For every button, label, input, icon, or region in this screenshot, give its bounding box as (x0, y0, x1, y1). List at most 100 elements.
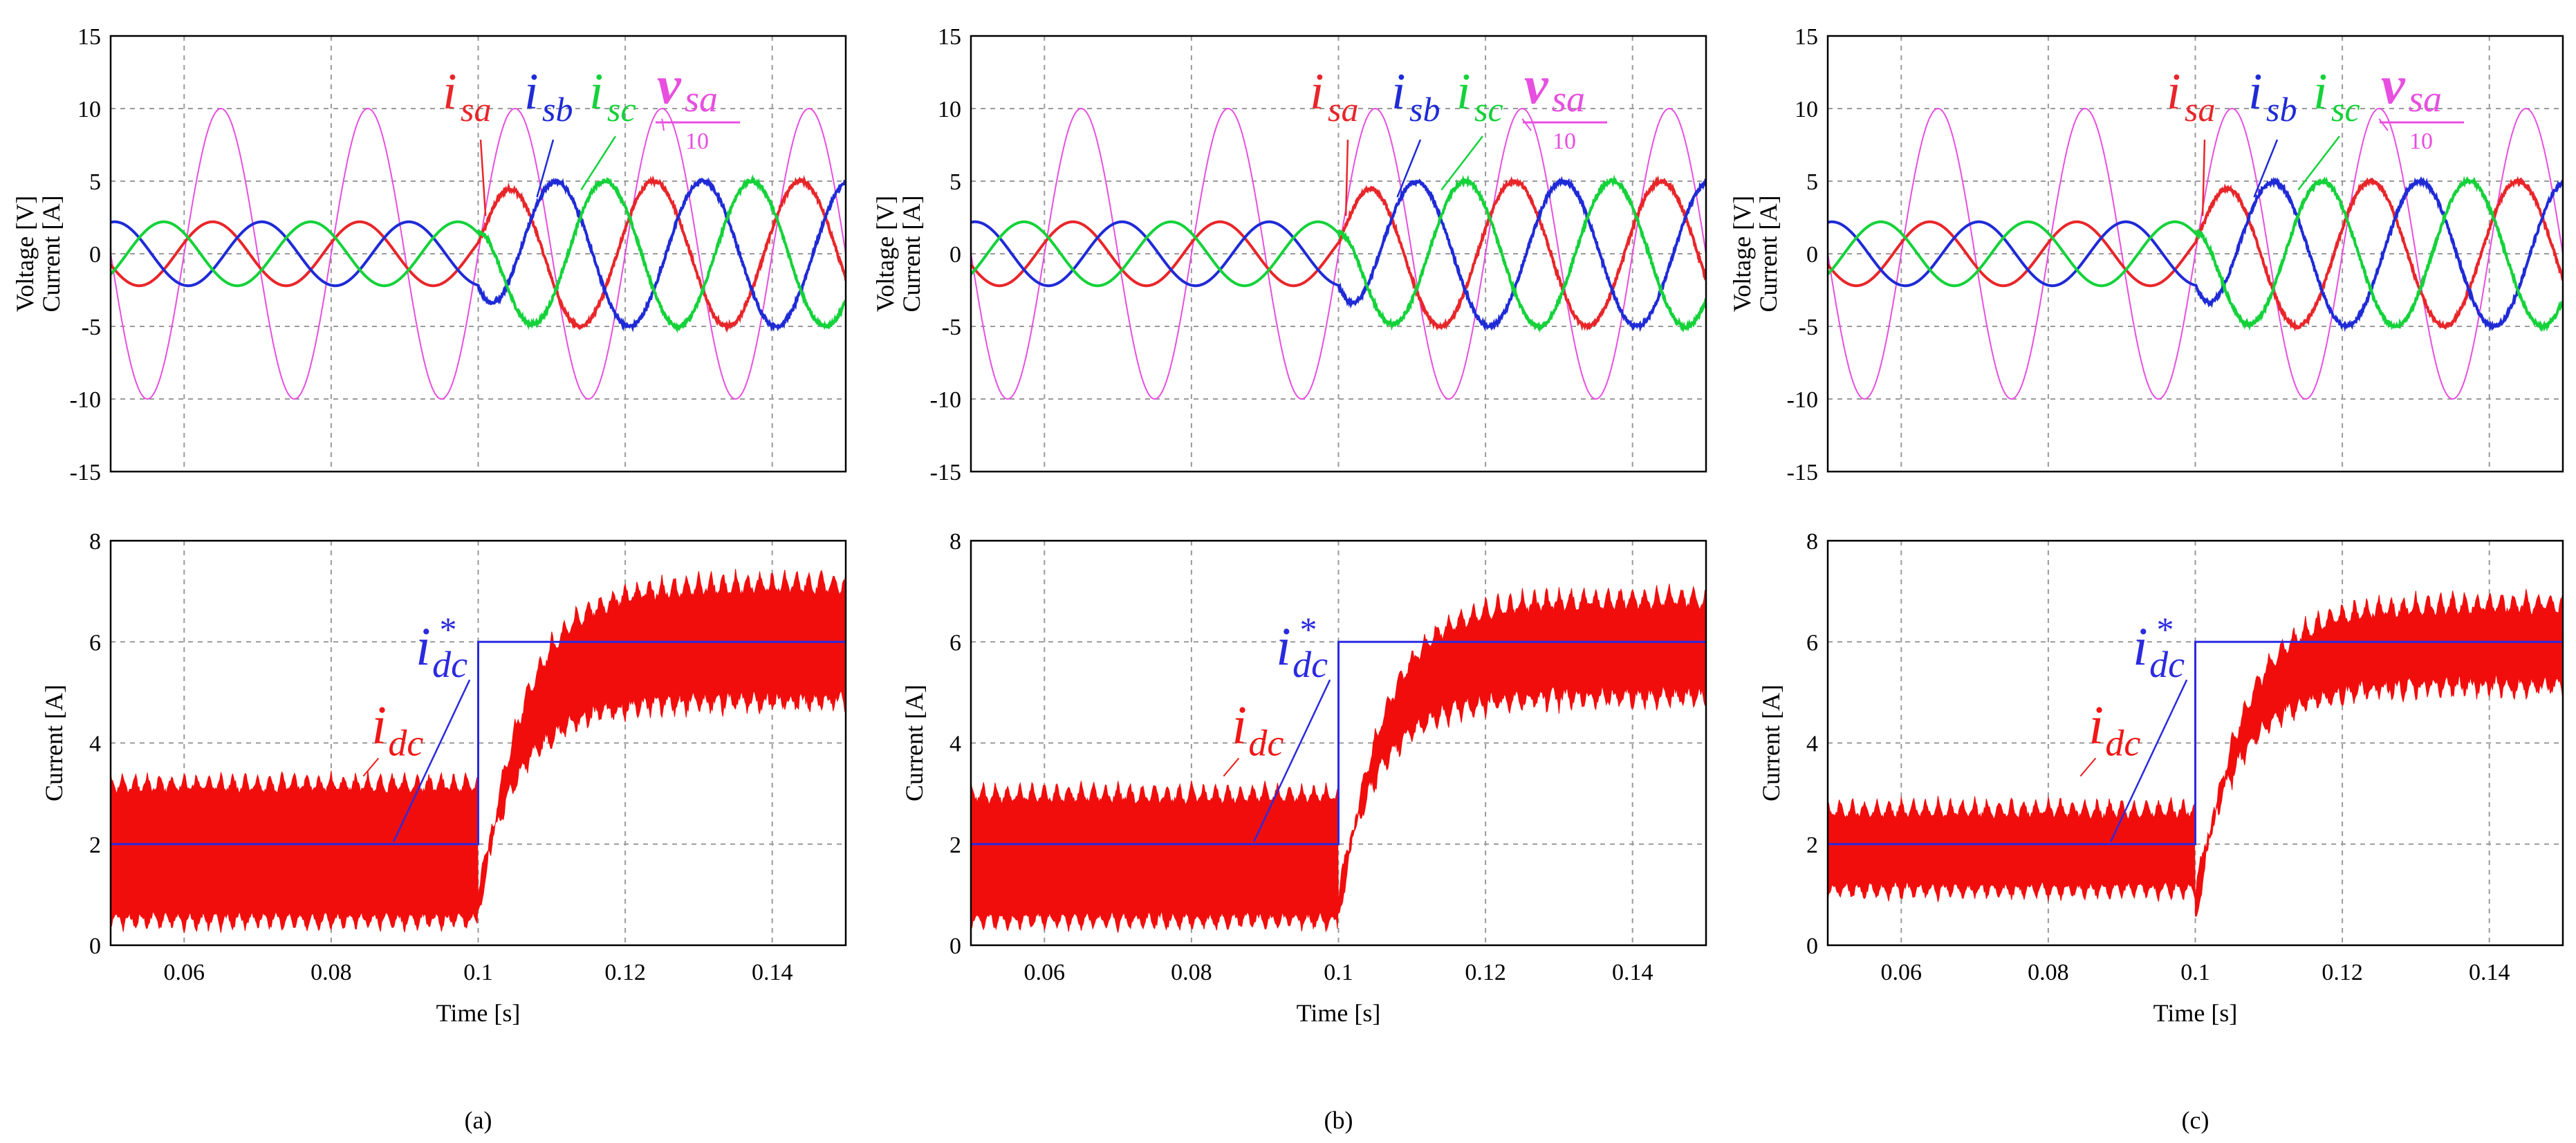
x-axis-label: Time [s] (2153, 999, 2238, 1027)
x-tick-label: 0.06 (164, 960, 205, 985)
annotation-idcref-symbol: i (1276, 616, 1291, 676)
x-tick-label: 0.14 (752, 960, 793, 985)
y-tick-label: 6 (89, 630, 101, 656)
annotation-idcref-star: * (438, 610, 455, 649)
series-area-idc (1828, 588, 2563, 917)
y-axis-label-line2: Current [A] (37, 196, 65, 313)
y-tick-label: 2 (89, 833, 101, 858)
annotation-idcref-subscript: dc (1292, 644, 1328, 685)
x-tick-label: 0.08 (311, 960, 352, 985)
annotation-idc-subscript: dc (1248, 723, 1284, 764)
series-line-idc-ref (111, 640, 846, 846)
y-axis-label-line1: Voltage [V] (1728, 196, 1756, 312)
annotation-isa-symbol: i (443, 64, 457, 120)
series-line-isb (971, 176, 1706, 333)
y-tick-label: -10 (1787, 387, 1818, 413)
annotation-isb-subscript: sb (2266, 90, 2297, 129)
annotation-pointer-isb (1396, 139, 1422, 198)
annotation-pointer-idc (1223, 757, 1240, 777)
y-axis-label: Current [A] (900, 685, 928, 801)
annotation-isc-symbol: i (2313, 64, 2328, 120)
annotation-idc-subscript: dc (2105, 723, 2140, 764)
y-axis-label: Current [A] (40, 685, 68, 801)
x-tick-label: 0.1 (2180, 960, 2210, 985)
y-tick-label: -5 (1799, 315, 1818, 340)
annotation-pointer-isa (479, 139, 487, 216)
annotation-idc-symbol: i (2088, 695, 2104, 755)
y-tick-label: 0 (949, 242, 961, 268)
annotation-isc-subscript: sc (1474, 90, 1503, 129)
annotation-isb-subscript: sb (1409, 90, 1440, 129)
annotation-pointer-vsa (661, 118, 665, 131)
y-axis-label-line2: Current [A] (898, 196, 925, 313)
annotation-isc-subscript: sc (607, 90, 636, 129)
y-tick-label: 5 (949, 169, 961, 195)
y-tick-label: -15 (1787, 460, 1818, 485)
y-tick-label: -10 (70, 387, 101, 413)
y-tick-label: -15 (930, 460, 961, 485)
annotation-idcref-symbol: i (2133, 616, 2148, 676)
plot-area (111, 568, 846, 933)
annotation-vsa-denominator: 10 (685, 129, 709, 154)
y-axis-label: Voltage [V]Current [A] (11, 196, 65, 313)
y-tick-label: 5 (1806, 169, 1818, 195)
plot-area (1828, 107, 2563, 400)
y-tick-label: 6 (949, 630, 961, 656)
plot-area (971, 107, 1706, 400)
annotation-isa-symbol: i (2167, 64, 2181, 120)
y-tick-label: 8 (1806, 529, 1818, 555)
annotation-pointer-isc (2297, 136, 2340, 191)
y-tick-label: -10 (930, 387, 961, 413)
annotation-pointer-isb (536, 139, 555, 198)
annotation-isa-subscript: sa (461, 90, 491, 129)
plot-frame (109, 35, 847, 473)
series-line-idc-ref (1828, 640, 2563, 846)
y-tick-label: 0 (89, 933, 101, 959)
y-tick-label: 10 (1795, 97, 1818, 122)
x-tick-label: 0.08 (1171, 960, 1212, 985)
plot-frame (1826, 35, 2564, 473)
annotation-idcref-star: * (2155, 610, 2172, 649)
x-tick-label: 0.1 (1324, 960, 1353, 985)
annotation-pointer-idc (2079, 757, 2097, 777)
figure-caption: (a) (465, 1106, 492, 1134)
x-axis-label: Time [s] (1297, 999, 1381, 1027)
x-tick-label: 0.12 (2322, 960, 2363, 985)
x-tick-label: 0.06 (1881, 960, 1922, 985)
annotation-isc-symbol: i (1456, 64, 1471, 120)
annotation-pointer-vsa (1521, 118, 1532, 131)
annotation-isb-subscript: sb (542, 90, 573, 129)
y-tick-label: 6 (1806, 630, 1818, 656)
y-tick-label: 10 (938, 97, 961, 122)
annotation-isb-symbol: i (1391, 64, 1406, 120)
series-line-isb (1828, 176, 2563, 333)
annotation-idc-symbol: i (371, 695, 387, 755)
y-tick-label: 4 (949, 732, 961, 757)
annotation-pointer-idcref (1253, 679, 1331, 842)
y-tick-label: -5 (82, 315, 101, 340)
annotation-vsa-symbol: v (657, 55, 682, 115)
y-tick-label: 8 (949, 529, 961, 555)
chart-b-bottom: 8 6 4 2 0 0.06 0.08 0.1 0.12 0.14 Current [A] Time … (900, 529, 1707, 1134)
annotation-vsa-symbol: v (2381, 55, 2406, 115)
annotation-vsa-subscript: sa (685, 78, 718, 120)
x-tick-label: 0.08 (2028, 960, 2069, 985)
annotation-idcref-star: * (1298, 610, 1315, 649)
y-tick-label: 15 (1795, 24, 1818, 50)
chart-c-bottom: 8 6 4 2 0 0.06 0.08 0.1 0.12 0.14 Current [A] Time … (1757, 529, 2564, 1134)
y-tick-label: 0 (89, 242, 101, 268)
annotation-pointer-isc (580, 136, 617, 191)
annotation-isa-subscript: sa (1328, 90, 1358, 129)
y-tick-label: -5 (942, 315, 961, 340)
series-area-idc (971, 584, 1706, 933)
y-tick-label: 0 (1806, 933, 1818, 959)
series-line-vsa-10 (971, 107, 1706, 400)
annotation-vsa-subscript: sa (2409, 78, 2442, 120)
x-tick-label: 0.1 (463, 960, 493, 985)
annotation-pointer-idcref (393, 679, 471, 842)
y-tick-label: 4 (1806, 732, 1818, 757)
y-axis-label-group: Current [A] (40, 685, 68, 801)
annotation-isb-symbol: i (2248, 64, 2263, 120)
